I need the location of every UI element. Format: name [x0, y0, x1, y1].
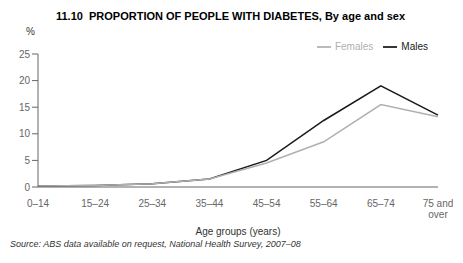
- svg-text:0–14: 0–14: [27, 198, 50, 209]
- html-text:Females: Females: [335, 40, 374, 52]
- svg-text:15: 15: [19, 102, 31, 113]
- svg-text:45–54: 45–54: [253, 198, 281, 209]
- svg-text:75 andover: 75 andover: [423, 198, 453, 220]
- svg-text:Age groups (years): Age groups (years): [195, 226, 280, 237]
- svg-text:25–34: 25–34: [138, 198, 166, 209]
- svg-text:0: 0: [24, 182, 30, 193]
- svg-text:55–64: 55–64: [310, 198, 338, 209]
- svg-text:15–24: 15–24: [81, 198, 109, 209]
- html-text:11.10 PROPORTION OF PEOPLE WIT: 11.10 PROPORTION OF PEOPLE WITH DIABETES…: [56, 10, 405, 22]
- html-text:Source: ABS data available on: Source: ABS data available on request, N…: [10, 239, 301, 249]
- svg-text:35–44: 35–44: [196, 198, 224, 209]
- svg-text:10: 10: [19, 128, 31, 139]
- html-text:Males: Males: [401, 40, 428, 52]
- svg-text:65–74: 65–74: [367, 198, 395, 209]
- svg-text:20: 20: [19, 75, 31, 86]
- svg-text:25: 25: [19, 49, 31, 60]
- svg-text:5: 5: [24, 155, 30, 166]
